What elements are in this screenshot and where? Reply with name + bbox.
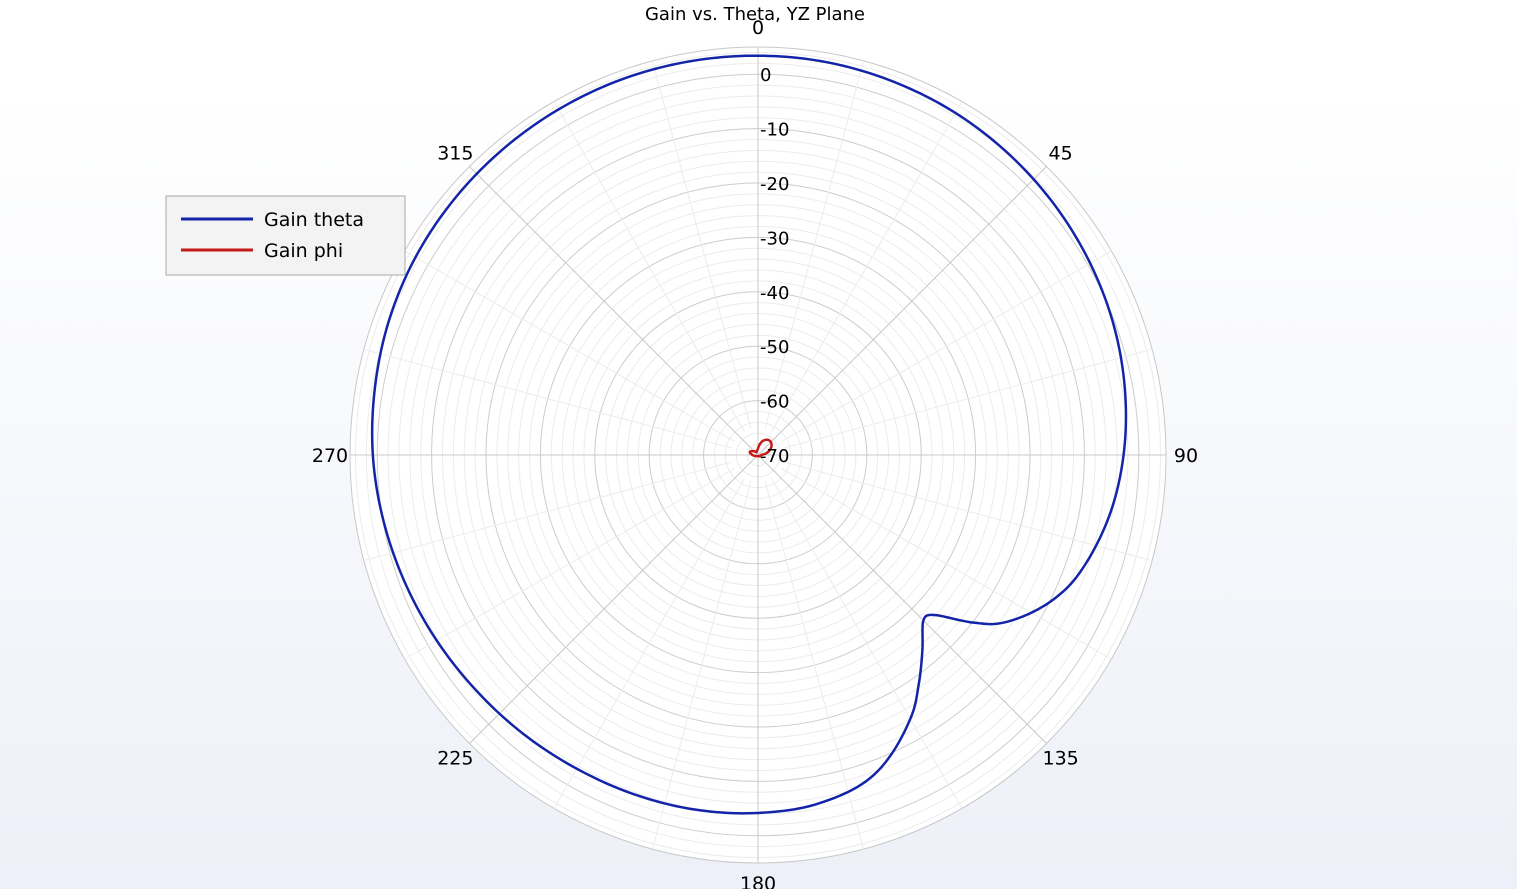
angle-tick-label: 180 xyxy=(740,873,776,889)
minor-grid-spoke xyxy=(784,461,1153,562)
radial-tick-label: -10 xyxy=(760,120,789,141)
angle-tick-label: 45 xyxy=(1049,142,1073,164)
label-layer: 0 45 90 135 180 225 270 315 0 -10 -20 -30 -40 -50 -60 -… xyxy=(312,17,1198,893)
radial-tick-label: 0 xyxy=(760,65,771,86)
radial-tick-label: -50 xyxy=(760,337,789,358)
legend-label-gain-phi: Gain phi xyxy=(264,240,343,262)
angle-tick-label: 0 xyxy=(752,17,764,39)
minor-grid-spoke xyxy=(781,468,1112,660)
radial-tick-label: -70 xyxy=(760,446,789,467)
angle-tick-label: 315 xyxy=(437,142,473,164)
chart-title: Gain vs. Theta, YZ Plane xyxy=(645,4,865,25)
minor-grid-spoke xyxy=(771,478,963,809)
radial-tick-label: -40 xyxy=(760,283,789,304)
minor-grid-spoke xyxy=(553,101,745,432)
minor-grid-spoke xyxy=(404,468,735,660)
minor-grid-spoke xyxy=(363,348,732,449)
minor-grid-spoke xyxy=(781,250,1112,442)
minor-grid-spoke xyxy=(771,101,963,432)
series-line-gain-phi xyxy=(748,438,773,458)
radial-tick-label: -60 xyxy=(760,392,789,413)
legend: Gain theta Gain phi xyxy=(165,195,406,276)
minor-grid-spoke xyxy=(363,461,732,562)
series-line-gain-theta xyxy=(370,54,1128,815)
radial-tick-label: -30 xyxy=(760,228,789,249)
angle-tick-label: 135 xyxy=(1043,748,1079,770)
angle-tick-label: 270 xyxy=(312,445,348,467)
major-grid-spoke xyxy=(469,454,759,744)
legend-label-gain-theta: Gain theta xyxy=(264,209,364,231)
angle-tick-label: 225 xyxy=(437,748,473,770)
minor-grid-spoke xyxy=(651,481,752,850)
major-grid-spoke xyxy=(757,454,1047,744)
series-layer xyxy=(370,54,1128,815)
major-grid-spoke xyxy=(469,166,759,456)
minor-grid-spoke xyxy=(764,481,865,850)
legend-box xyxy=(165,195,406,276)
minor-grid-spoke xyxy=(784,348,1153,449)
minor-grid-spoke xyxy=(553,478,745,809)
major-grid-spoke xyxy=(757,166,1047,456)
minor-grid-spoke xyxy=(651,60,752,429)
minor-grid-spoke xyxy=(404,250,735,442)
minor-grid-spoke xyxy=(764,60,865,429)
angle-tick-label: 90 xyxy=(1174,445,1198,467)
radial-tick-label: -20 xyxy=(760,174,789,195)
